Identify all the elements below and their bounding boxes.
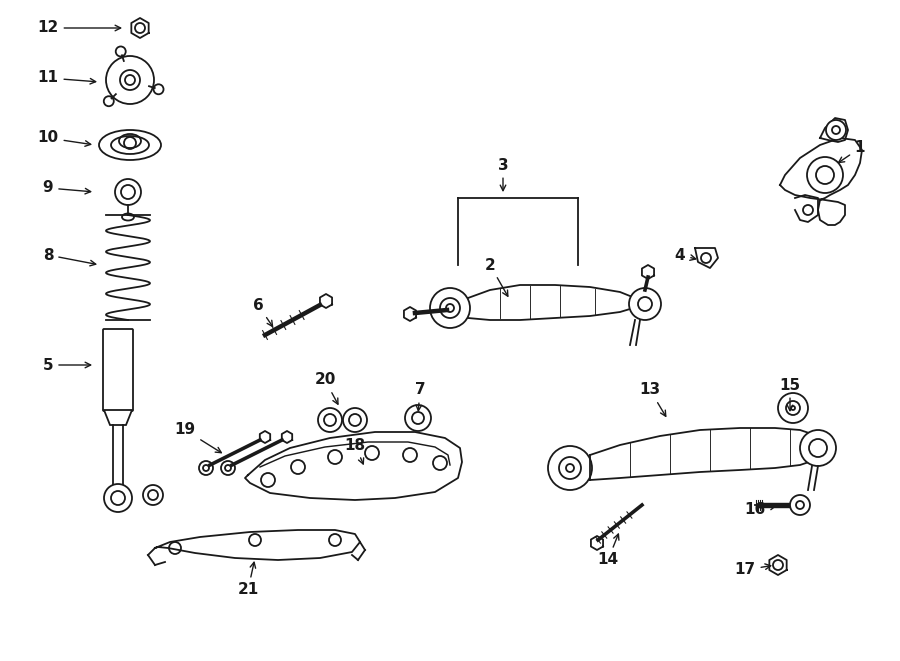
Text: 13: 13 xyxy=(639,383,666,416)
Text: 9: 9 xyxy=(42,180,91,196)
Text: 1: 1 xyxy=(839,141,865,163)
Text: 21: 21 xyxy=(238,563,258,598)
Text: 8: 8 xyxy=(42,247,95,266)
Circle shape xyxy=(104,484,132,512)
Circle shape xyxy=(807,157,843,193)
Text: 7: 7 xyxy=(415,383,426,410)
Circle shape xyxy=(115,179,141,205)
Text: 17: 17 xyxy=(734,563,770,578)
Text: 11: 11 xyxy=(38,71,95,85)
Ellipse shape xyxy=(99,130,161,160)
Text: 4: 4 xyxy=(675,247,696,262)
Circle shape xyxy=(405,405,431,431)
Text: 6: 6 xyxy=(253,297,273,327)
Text: 18: 18 xyxy=(345,438,365,464)
FancyBboxPatch shape xyxy=(103,329,133,411)
Circle shape xyxy=(548,446,592,490)
Circle shape xyxy=(430,288,470,328)
Text: 3: 3 xyxy=(498,157,508,190)
Text: 12: 12 xyxy=(38,20,121,36)
Text: 10: 10 xyxy=(38,130,91,146)
Circle shape xyxy=(343,408,367,432)
Text: 16: 16 xyxy=(744,502,776,518)
Text: 19: 19 xyxy=(175,422,221,453)
Circle shape xyxy=(800,430,836,466)
Circle shape xyxy=(826,120,846,140)
Circle shape xyxy=(106,56,154,104)
Text: 14: 14 xyxy=(598,534,619,568)
Circle shape xyxy=(629,288,661,320)
Circle shape xyxy=(790,495,810,515)
Text: 20: 20 xyxy=(314,373,338,404)
Circle shape xyxy=(318,408,342,432)
Text: 15: 15 xyxy=(779,377,801,410)
Circle shape xyxy=(778,393,808,423)
Polygon shape xyxy=(104,410,132,425)
Text: 5: 5 xyxy=(42,358,91,373)
Text: 2: 2 xyxy=(484,258,508,296)
